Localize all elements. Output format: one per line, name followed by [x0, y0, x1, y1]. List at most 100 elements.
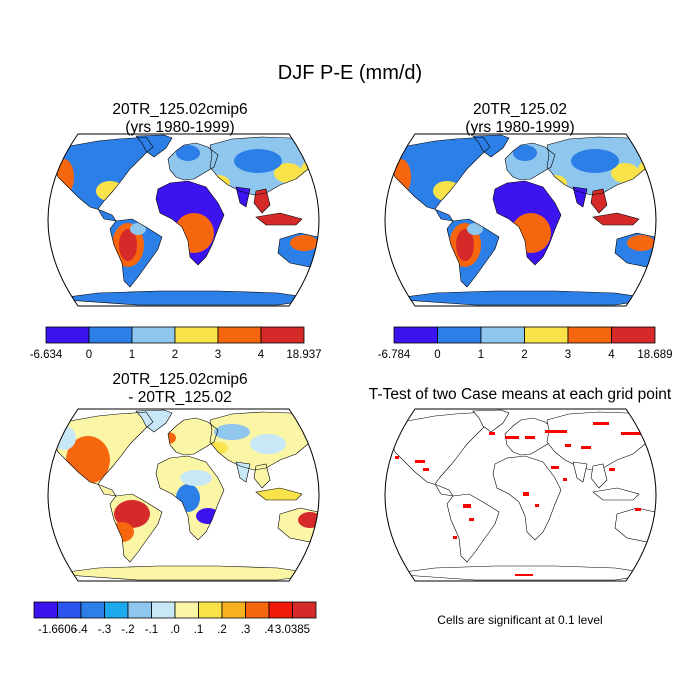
- p2-se-coast: [590, 188, 608, 214]
- p4-na-outline: [387, 411, 491, 497]
- p4-ind-outline: [572, 461, 588, 483]
- p4-sa-outline: [446, 493, 500, 563]
- p3-eu-fill: [168, 418, 218, 455]
- p2-id1-coast: [592, 212, 640, 226]
- p1-as-coast: [209, 136, 319, 196]
- p3-field-blob-8: [214, 424, 250, 440]
- colorbar-panel-1: -6.634 0 1 2 3 4 18.937: [30, 326, 322, 361]
- p1-ant-fill: [52, 291, 318, 305]
- panel-3-title-line-2: - 20TR_125.02: [128, 389, 232, 406]
- p4-sig-cell-21: [563, 478, 567, 481]
- p4-sig-cell-6: [505, 436, 519, 439]
- p1-id1-coast: [255, 212, 303, 226]
- cb2-label-4: 3: [565, 349, 571, 361]
- cb3-cell-7: [198, 601, 223, 619]
- p3-field-blob-3: [114, 500, 150, 528]
- cb1-cell-1: [88, 326, 133, 344]
- p4-sig-cell-20: [551, 466, 559, 469]
- p1-field-blob-7: [174, 213, 214, 253]
- colorbar-panel-2: -6.784 0 1 2 3 4 18.689: [378, 326, 673, 361]
- panel-4-title: T-Test of two Case means at each grid po…: [355, 386, 685, 404]
- cb3-label-10: 3.0385: [275, 624, 310, 636]
- p3-field-blob-11: [298, 512, 319, 528]
- p4-sig-cell-10: [593, 422, 609, 425]
- p4-sig-cell-9: [565, 444, 571, 447]
- p3-id1-coast: [255, 487, 303, 501]
- cb3-cell-4: [127, 601, 152, 619]
- p1-eu-coast: [167, 142, 219, 181]
- cb3-cell-1: [57, 601, 82, 619]
- p4-se-outline: [590, 463, 608, 489]
- p1-ant-coast: [51, 290, 319, 306]
- p1-green-fill: [136, 135, 172, 157]
- cb1-cell-4: [217, 326, 262, 344]
- map-panel-4: [384, 408, 657, 582]
- panel-4-title-line-1: T-Test of two Case means at each grid po…: [368, 386, 672, 403]
- p1-field-blob-8: [158, 197, 198, 209]
- p4-sig-cell-11: [621, 432, 641, 435]
- p3-map-layers: [50, 409, 319, 581]
- p3-ant-fill: [52, 566, 318, 580]
- p1-se-coast: [253, 188, 271, 214]
- cb1-cell-3: [174, 326, 219, 344]
- cb3-label-5: .0: [170, 624, 180, 636]
- p1-sa-coast: [109, 218, 163, 288]
- cb2-cell-4: [567, 326, 612, 344]
- p2-field-blob-4: [456, 229, 474, 261]
- p4-sig-cell-18: [635, 508, 641, 511]
- p3-ind-coast: [235, 461, 251, 483]
- p2-na-coast: [387, 136, 491, 222]
- p2-sa-coast: [446, 218, 500, 288]
- p2-field-blob-16: [388, 136, 393, 146]
- p2-ant-coast: [388, 290, 656, 306]
- cb2-label-3: 2: [521, 349, 527, 361]
- p4-au-outline: [614, 507, 656, 543]
- p3-af-coast: [155, 455, 225, 541]
- p4-sig-cell-16: [535, 504, 539, 507]
- p4-as-outline: [546, 411, 656, 471]
- p3-field-blob-6: [196, 508, 220, 524]
- p3-map-border: [47, 408, 320, 582]
- p3-eu-coast: [167, 417, 219, 456]
- panel-1-title-line-1: 20TR_125.02cmip6: [112, 101, 248, 118]
- p1-map-border: [47, 133, 320, 307]
- p1-field-blob-15: [274, 163, 302, 183]
- p2-id1-fill: [593, 213, 639, 225]
- p4-sig-cell-2: [395, 456, 399, 459]
- p4-sig-cell-17: [581, 446, 591, 449]
- p2-af-coast: [492, 180, 562, 266]
- map-panel-1: [47, 133, 320, 307]
- cb2-cell-5: [611, 326, 656, 344]
- p2-field-blob-10: [597, 203, 613, 215]
- p3-green-fill: [136, 410, 172, 432]
- panel-3-title-line-1: 20TR_125.02cmip6: [112, 371, 248, 388]
- map-panel-2: [384, 133, 657, 307]
- cb1-label-6: 18.937: [286, 349, 321, 361]
- cb3-label-2: -.3: [98, 624, 111, 636]
- cb3-label-4: -.1: [145, 624, 158, 636]
- p3-field-blob-5: [176, 484, 200, 512]
- p3-sa-coast: [109, 493, 163, 563]
- p1-field-blob-4: [119, 229, 137, 261]
- p2-map-layers: [387, 134, 656, 306]
- cb3-label-3: -.2: [121, 624, 134, 636]
- p4-map-layers: [387, 409, 656, 581]
- colorbar-panel-3: -1.6606-.4 -.3 -.2 -.1 .0 .1 .2 .3 .4 3.0385: [33, 601, 317, 636]
- p4-sig-cell-4: [469, 518, 474, 521]
- p2-field-blob-5: [467, 223, 483, 235]
- cb2-cell-0: [393, 326, 438, 344]
- p1-field-blob-11: [290, 235, 318, 251]
- cb3-label-8: .3: [241, 624, 251, 636]
- p2-green-fill: [473, 135, 509, 157]
- panel-2-title-line-2: (yrs 1980-1999): [465, 119, 575, 136]
- p1-green-coast: [135, 134, 173, 158]
- p4-sig-cell-8: [545, 430, 567, 433]
- p2-na-fill: [388, 137, 490, 221]
- cb3-label-1: -.4: [74, 624, 88, 636]
- cb2-cell-1: [437, 326, 482, 344]
- p4-id1-outline: [592, 487, 640, 501]
- cb1-label-2: 1: [129, 349, 135, 361]
- p2-field-blob-15: [611, 163, 639, 183]
- cb2-cell-3: [524, 326, 569, 344]
- cb3-cell-0: [33, 601, 58, 619]
